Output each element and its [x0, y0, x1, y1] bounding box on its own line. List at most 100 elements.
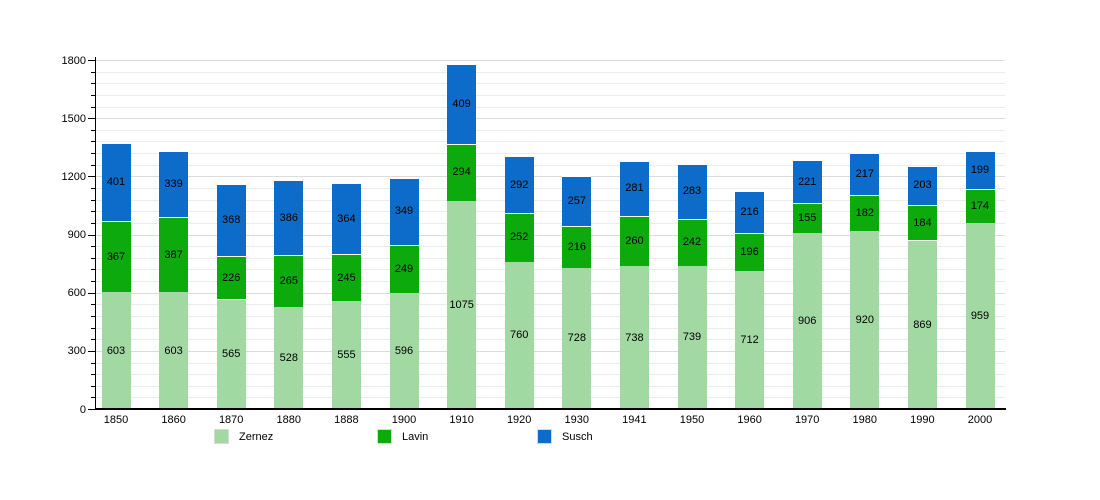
bar-value-label: 364	[337, 212, 356, 225]
bar-value-label: 367	[106, 250, 126, 263]
bar-segment-zernez	[619, 265, 649, 409]
bar-segment-zernez	[504, 261, 534, 409]
x-axis-line	[95, 408, 1006, 410]
legend-item-lavin: Lavin	[377, 429, 518, 445]
x-tick-label: 1850	[103, 414, 129, 426]
gridline	[95, 211, 1005, 213]
gridline	[95, 234, 1005, 236]
legend-swatch	[377, 429, 392, 444]
legend-label: Susch	[562, 431, 593, 443]
bar-value-label: 155	[798, 212, 817, 225]
gridline	[95, 385, 1005, 387]
y-tick-label: 600	[67, 287, 86, 300]
y-tick	[88, 350, 95, 352]
bar-segment-susch	[965, 150, 995, 190]
bar-value-label: 349	[394, 205, 414, 218]
bar-segment-zernez	[965, 223, 995, 409]
bar-segment-lavin	[274, 255, 304, 307]
x-tick-label: 1920	[506, 414, 532, 426]
bar-value-label: 603	[106, 344, 126, 357]
bar-segment-zernez	[216, 299, 246, 409]
y-tick	[91, 385, 95, 387]
bar-segment-susch	[159, 151, 189, 217]
bar-value-label: 265	[279, 274, 298, 287]
x-tick-label: 1960	[737, 414, 762, 426]
bar-segment-lavin	[504, 212, 534, 262]
y-tick	[88, 60, 95, 61]
y-tick	[88, 409, 95, 410]
legend-label: Zernez	[239, 431, 274, 443]
y-tick-label: 1800	[61, 54, 86, 67]
gridline	[95, 94, 1005, 96]
legend-item-zernez: Zernez	[214, 429, 355, 445]
bar-value-label: 738	[625, 331, 644, 344]
bar-value-label: 249	[394, 263, 414, 276]
bar-segment-lavin	[562, 226, 592, 268]
bar-value-label: 555	[337, 349, 356, 362]
x-tick-label: 1950	[679, 414, 705, 426]
bar-value-label: 174	[970, 200, 990, 213]
x-tick-label: 1870	[218, 414, 244, 426]
bar-value-label: 603	[164, 344, 183, 357]
y-tick	[91, 106, 95, 108]
bar-segment-lavin	[389, 245, 419, 294]
bar-value-label: 217	[855, 168, 874, 181]
bar-value-label: 221	[798, 175, 817, 188]
y-tick	[91, 188, 95, 189]
bar-value-label: 906	[798, 315, 817, 328]
x-tick-label: 1930	[564, 414, 590, 426]
gridline	[95, 327, 1005, 329]
bar-value-label: 216	[740, 206, 759, 218]
bar-segment-lavin	[447, 143, 477, 201]
bar-value-label: 281	[625, 182, 644, 195]
y-tick	[88, 176, 95, 178]
y-tick	[91, 327, 95, 329]
y-tick	[91, 339, 95, 341]
gridline	[95, 71, 1005, 73]
x-tick-label: 1990	[910, 414, 935, 426]
x-tick-label: 1880	[276, 414, 302, 426]
bar-value-label: 260	[625, 234, 644, 247]
gridline	[95, 374, 1005, 376]
bar-value-label: 920	[855, 313, 874, 326]
bar-segment-susch	[274, 180, 304, 256]
bar-value-label: 387	[164, 248, 183, 261]
y-tick	[91, 94, 95, 96]
bar-segment-lavin	[907, 204, 937, 241]
y-tick	[91, 374, 95, 376]
y-tick-label: 1500	[61, 112, 86, 125]
y-tick-label: 0	[79, 403, 86, 416]
bar-value-label: 565	[222, 348, 241, 361]
y-tick	[91, 83, 95, 85]
gridline	[95, 269, 1005, 271]
x-tick-label: 1980	[852, 414, 878, 426]
bar-value-label: 252	[510, 231, 529, 244]
bar-segment-lavin	[216, 255, 246, 300]
gridline	[95, 304, 1005, 306]
x-tick-label: 1900	[391, 414, 417, 426]
bar-value-label: 257	[567, 195, 586, 208]
bar-value-label: 739	[682, 331, 702, 344]
bar-segment-susch	[735, 191, 765, 233]
bar-value-label: 245	[337, 271, 356, 284]
bar-segment-susch	[216, 184, 246, 256]
y-tick	[91, 153, 95, 155]
bar-segment-zernez	[792, 233, 822, 409]
bar-segment-zernez	[447, 200, 477, 409]
bar-segment-lavin	[850, 195, 880, 231]
y-tick-label: 1200	[61, 170, 86, 183]
bar-segment-susch	[447, 64, 477, 144]
y-tick	[91, 315, 95, 317]
bar-segment-susch	[389, 177, 419, 246]
bar-segment-susch	[677, 163, 707, 219]
plot-area: 603 367 401 603 387 339 565 226 368 528 265 386 555 2…	[95, 60, 1005, 409]
y-tick	[91, 304, 95, 306]
y-tick	[91, 281, 95, 282]
gridline	[95, 118, 1005, 120]
bar-value-label: 1075	[449, 298, 474, 311]
gridline	[95, 362, 1005, 364]
y-tick	[91, 71, 95, 73]
x-tick-label: 1860	[161, 414, 186, 426]
bar-segment-lavin	[965, 189, 995, 223]
bar-value-label: 386	[279, 211, 298, 224]
